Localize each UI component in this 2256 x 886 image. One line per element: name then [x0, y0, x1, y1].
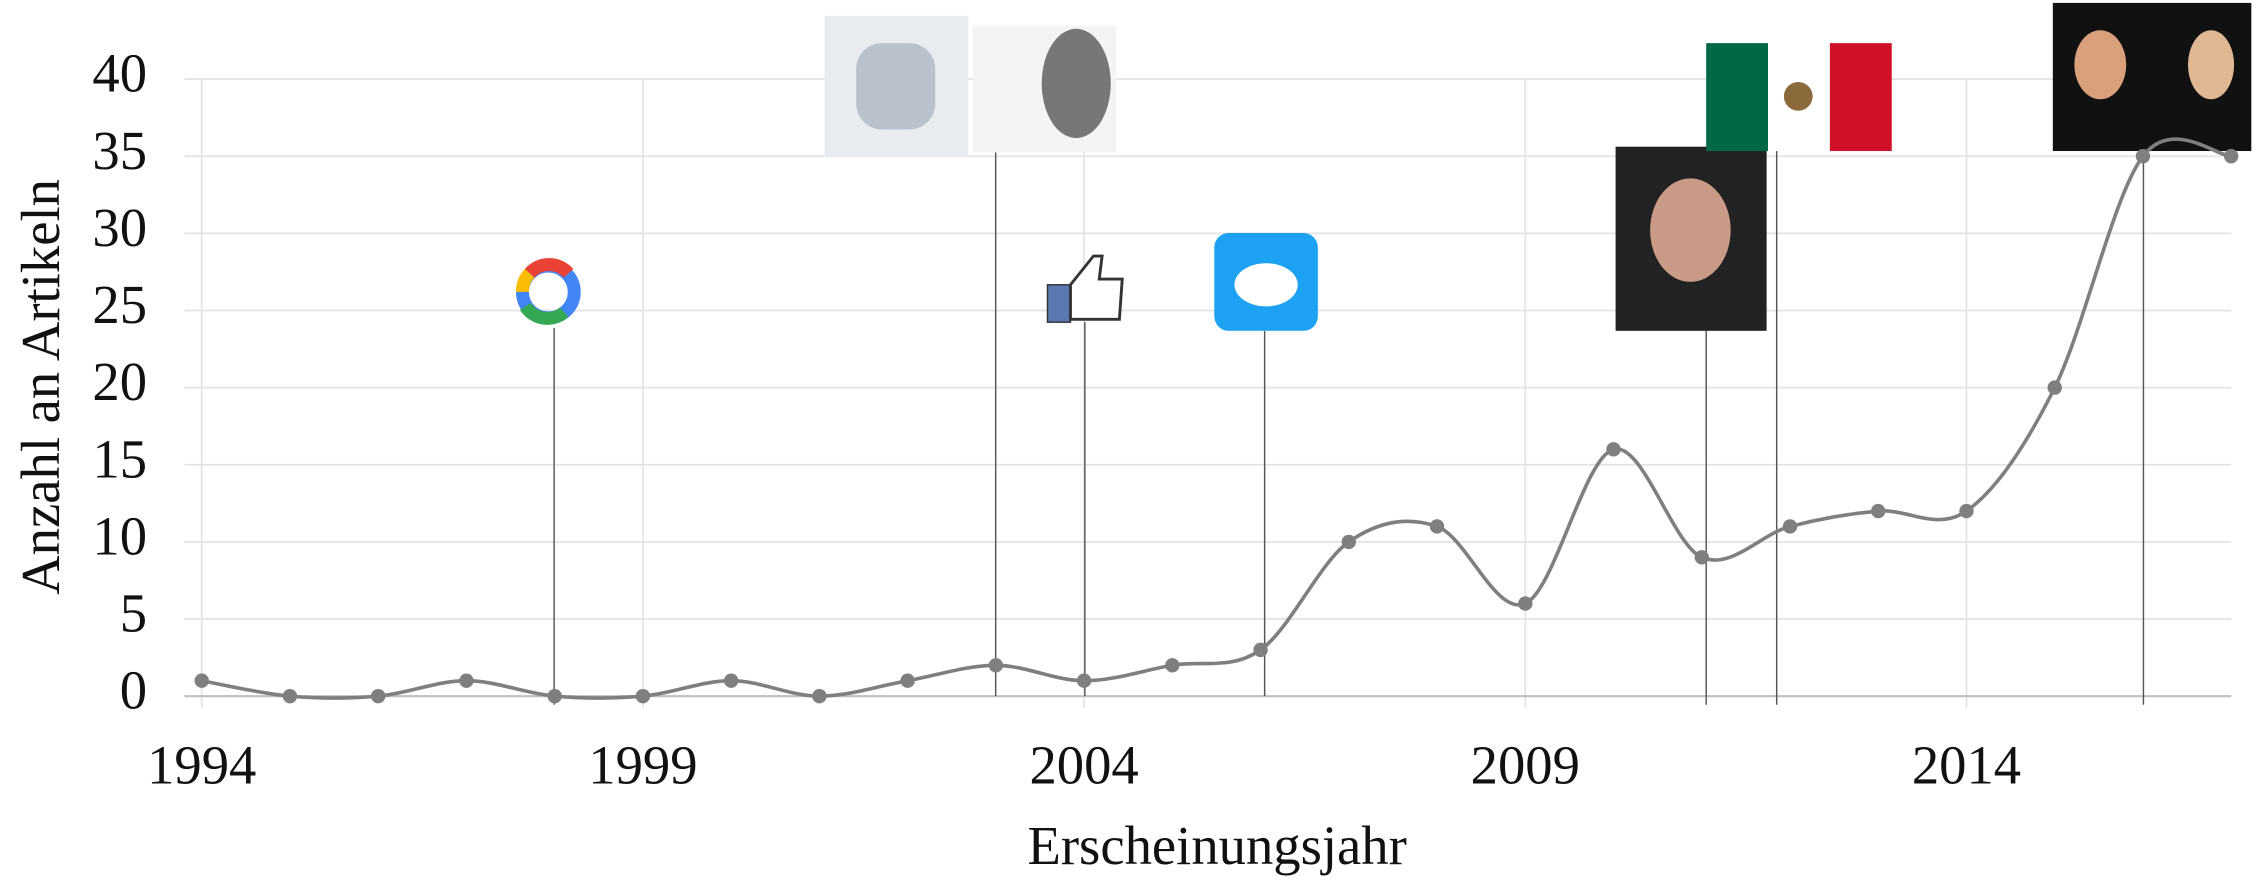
portrait-image	[1650, 178, 1731, 282]
data-point	[1871, 504, 1885, 518]
data-point	[1430, 519, 1444, 533]
x-tick-label: 2004	[1029, 734, 1138, 795]
y-tick-label: 5	[120, 583, 147, 644]
data-line	[202, 139, 2231, 698]
chart: Erscheinungsjahr Anzahl an Artikeln 0 5 10…	[0, 0, 2256, 886]
robot-image	[1042, 29, 1111, 138]
data-point	[1606, 442, 1620, 456]
data-point	[1253, 643, 1267, 657]
data-point	[1342, 535, 1356, 549]
google-icon	[525, 306, 564, 318]
photo-image	[2074, 30, 2126, 99]
y-tick-label: 30	[92, 197, 147, 258]
y-axis-title: Anzahl an Artikeln	[10, 179, 71, 595]
data-point	[900, 674, 914, 688]
x-axis-title: Erscheinungsjahr	[1028, 815, 1407, 876]
data-point	[1165, 658, 1179, 672]
y-tick-label: 20	[92, 351, 147, 412]
data-point	[371, 689, 385, 703]
flag-image	[1706, 43, 1768, 151]
y-tick-label: 25	[92, 274, 147, 335]
data-point	[283, 689, 297, 703]
like-icon	[1047, 285, 1070, 322]
y-tick-label: 35	[92, 120, 147, 181]
data-point	[2048, 380, 2062, 394]
data-point	[459, 674, 473, 688]
photo-image	[2188, 30, 2234, 99]
y-tick-label: 0	[120, 660, 147, 721]
twitter-icon	[1234, 263, 1297, 306]
google-icon	[522, 273, 529, 292]
y-tick-label: 40	[92, 43, 147, 104]
y-tick-label: 15	[92, 428, 147, 489]
data-point	[1783, 519, 1797, 533]
data-point	[1518, 596, 1532, 610]
data-point	[547, 689, 561, 703]
data-point	[989, 658, 1003, 672]
data-point	[636, 689, 650, 703]
data-point	[2224, 149, 2238, 163]
robot-image	[856, 43, 935, 129]
data-point	[2136, 149, 2150, 163]
data-point	[1077, 674, 1091, 688]
x-tick-label: 2009	[1471, 734, 1580, 795]
x-tick-label: 1999	[588, 734, 697, 795]
y-tick-label: 10	[92, 505, 147, 566]
data-point	[724, 674, 738, 688]
data-point	[1695, 550, 1709, 564]
data-point	[1959, 504, 1973, 518]
x-tick-label: 2014	[1912, 734, 2021, 795]
event-icons	[522, 3, 2251, 331]
data-point	[812, 689, 826, 703]
flag-image	[1784, 82, 1813, 111]
flag-image	[1830, 43, 1892, 151]
x-tick-label: 1994	[147, 734, 256, 795]
like-icon	[1070, 256, 1122, 319]
data-point	[195, 674, 209, 688]
